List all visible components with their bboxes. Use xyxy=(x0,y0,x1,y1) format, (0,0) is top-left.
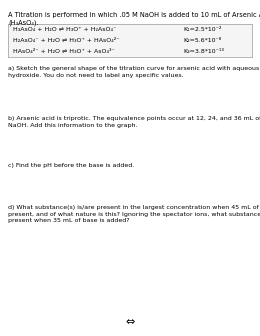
Text: (H₃AsO₄).: (H₃AsO₄). xyxy=(8,20,39,27)
Text: HAsO₄²⁻ + H₂O ⇌ H₃O⁺ + AsO₄³⁻: HAsO₄²⁻ + H₂O ⇌ H₃O⁺ + AsO₄³⁻ xyxy=(13,48,115,53)
Text: K₁=2.5*10⁻²: K₁=2.5*10⁻² xyxy=(184,28,222,33)
Text: a) Sketch the general shape of the titration curve for arsenic acid with aqueous: a) Sketch the general shape of the titra… xyxy=(8,66,260,78)
Text: c) Find the pH before the base is added.: c) Find the pH before the base is added. xyxy=(8,163,134,168)
Text: K₂=5.6*10⁻⁸: K₂=5.6*10⁻⁸ xyxy=(184,38,222,43)
Text: d) What substance(s) is/are present in the largest concentration when 45 mL of b: d) What substance(s) is/are present in t… xyxy=(8,205,260,223)
Text: b) Arsenic acid is triprotic. The equivalence points occur at 12, 24, and 36 mL : b) Arsenic acid is triprotic. The equiva… xyxy=(8,116,260,128)
Text: H₂AsO₄⁻ + H₂O ⇌ H₃O⁺ + HAsO₄²⁻: H₂AsO₄⁻ + H₂O ⇌ H₃O⁺ + HAsO₄²⁻ xyxy=(13,38,119,43)
Text: H₃AsO₄ + H₂O ⇌ H₃O⁺ + H₂AsO₄⁻: H₃AsO₄ + H₂O ⇌ H₃O⁺ + H₂AsO₄⁻ xyxy=(13,28,116,33)
Text: ⇔: ⇔ xyxy=(125,317,135,327)
Text: K₃=3.8*10⁻¹³: K₃=3.8*10⁻¹³ xyxy=(184,49,225,53)
Text: A Titration is performed in which .05 M NaOH is added to 10 mL of Arsenic Acid: A Titration is performed in which .05 M … xyxy=(8,12,260,18)
